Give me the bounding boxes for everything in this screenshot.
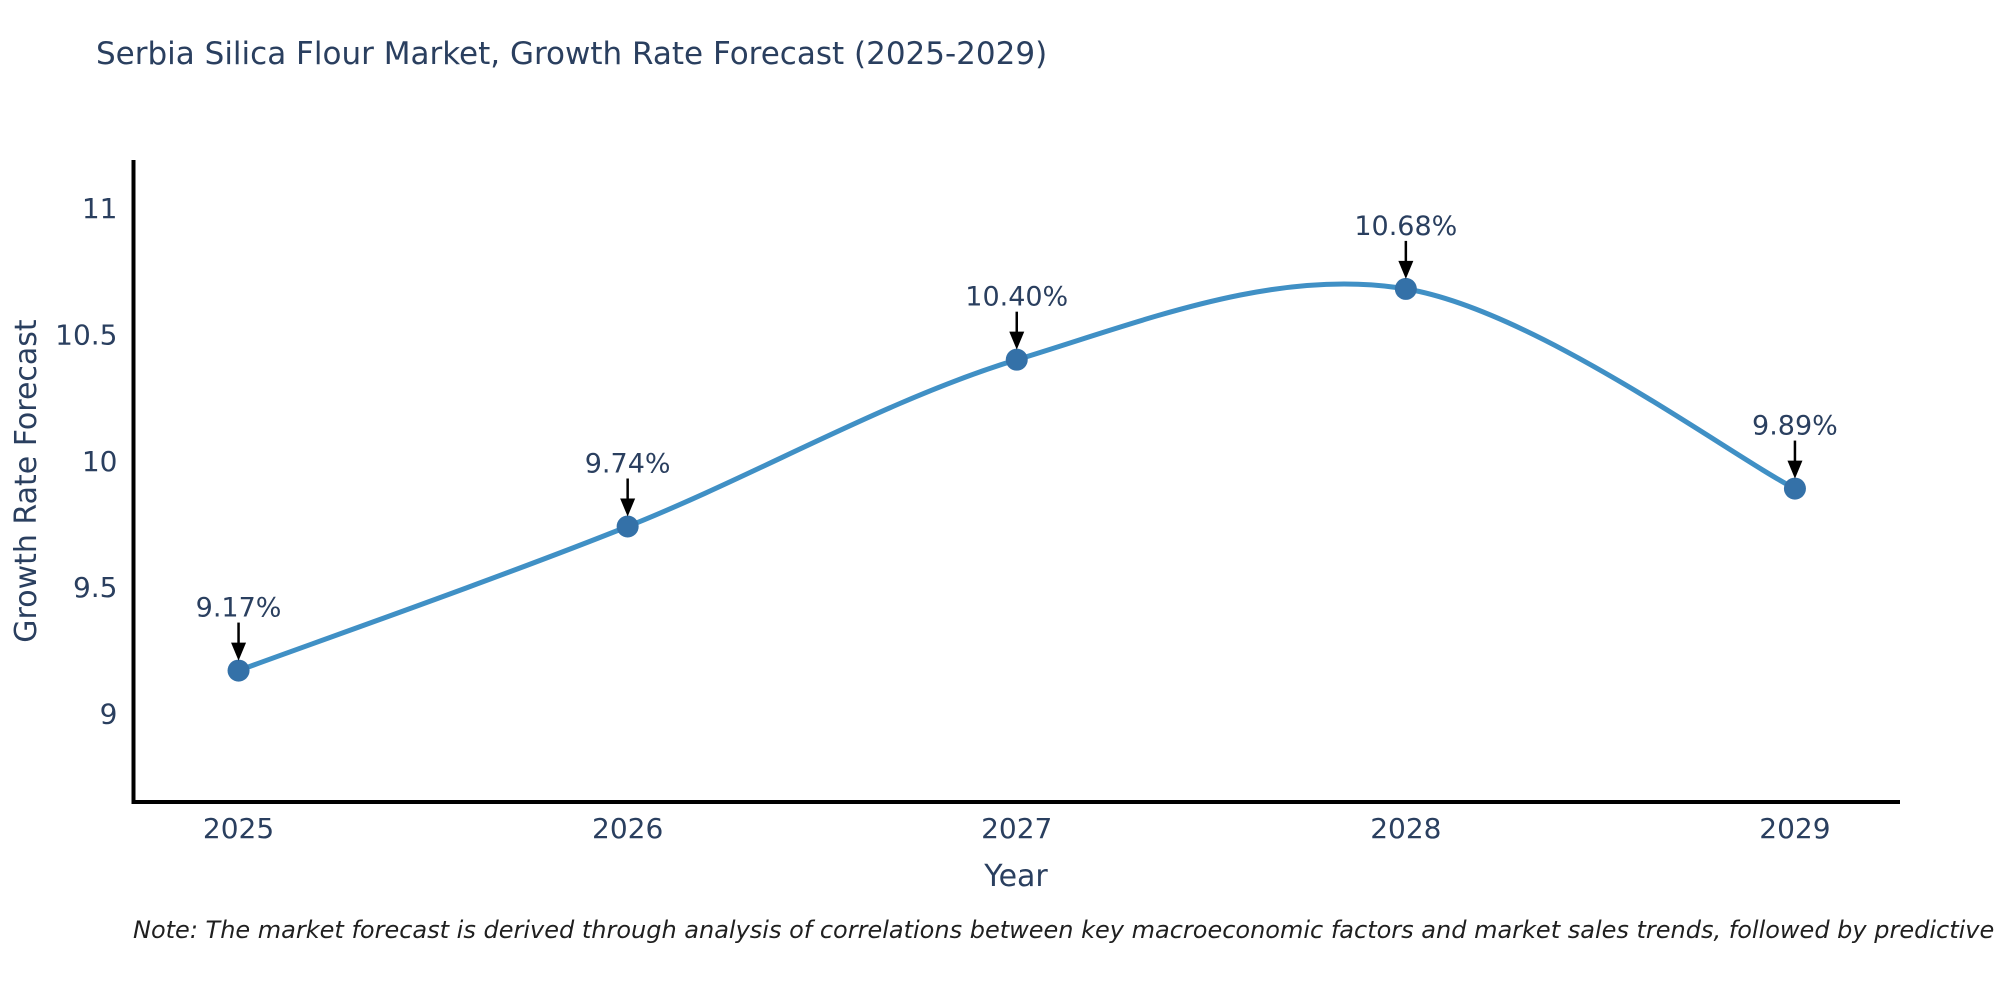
plot-area: 9 9.5 10 10.5 11 2025 2026 2027 2028 2029 9.17% 9.7… bbox=[55, 160, 1900, 845]
annotation-arrowhead bbox=[1009, 331, 1025, 350]
methodology-note: Note: The market forecast is derived thr… bbox=[133, 916, 2000, 944]
chart-title: Serbia Silica Flour Market, Growth Rate … bbox=[96, 36, 1048, 72]
x-tick-label: 2026 bbox=[592, 812, 663, 845]
y-tick-label: 9.5 bbox=[73, 571, 118, 604]
data-point-marker bbox=[227, 659, 250, 682]
x-tick-label: 2025 bbox=[203, 812, 274, 845]
annotation-arrowhead bbox=[620, 498, 636, 517]
data-point-label: 10.40% bbox=[965, 282, 1068, 313]
y-axis-title: Growth Rate Forecast bbox=[9, 319, 44, 643]
data-point-label: 9.17% bbox=[196, 593, 282, 624]
x-tick-label: 2029 bbox=[1759, 812, 1830, 845]
annotation-arrowhead bbox=[231, 642, 247, 661]
data-point-label: 10.68% bbox=[1354, 211, 1457, 242]
y-tick-label: 11 bbox=[82, 192, 118, 225]
data-point-marker bbox=[1783, 477, 1806, 500]
annotation-arrowhead bbox=[1787, 460, 1803, 479]
x-axis-title: Year bbox=[983, 859, 1048, 894]
y-tick-label: 9 bbox=[100, 698, 118, 731]
data-point-label: 9.74% bbox=[585, 448, 671, 479]
y-tick-label: 10 bbox=[82, 445, 118, 478]
data-point-marker bbox=[616, 515, 639, 538]
x-tick-label: 2027 bbox=[981, 812, 1052, 845]
x-tick-label: 2028 bbox=[1370, 812, 1441, 845]
data-point-label: 9.89% bbox=[1752, 411, 1838, 442]
annotation-arrowhead bbox=[1398, 260, 1414, 279]
data-point-marker bbox=[1394, 277, 1417, 300]
y-tick-label: 10.5 bbox=[55, 318, 117, 351]
data-point-marker bbox=[1005, 348, 1028, 371]
